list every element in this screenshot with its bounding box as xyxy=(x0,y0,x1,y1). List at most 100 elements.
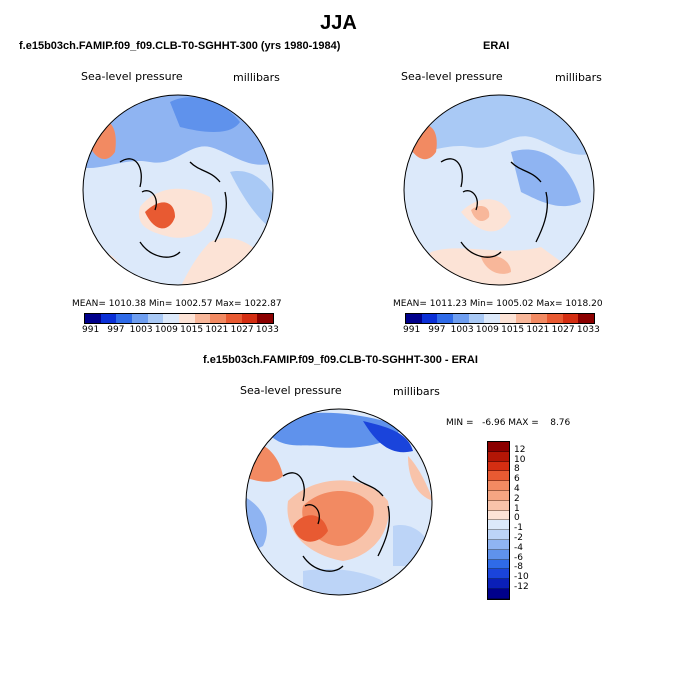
panel3-field-label: Sea-level pressure xyxy=(240,384,342,397)
panel3-colorbar-labels: 12 10 8 6 4 2 1 0 -1 -2 -4 -6 -8 -10 -12 xyxy=(514,441,554,601)
colorbar-swatch xyxy=(226,314,242,323)
panel1-field-label: Sea-level pressure xyxy=(81,70,183,83)
colorbar-tick-label: 1033 xyxy=(255,325,279,335)
colorbar-label: 1 xyxy=(514,503,520,514)
colorbar-label: 2 xyxy=(514,493,520,504)
colorbar-swatch xyxy=(179,314,195,323)
colorbar-swatch xyxy=(500,314,516,323)
panel2-stats: MEAN= 1011.23 Min= 1005.02 Max= 1018.20 xyxy=(393,299,603,309)
panel2-units-label: millibars xyxy=(555,71,602,84)
colorbar-swatch xyxy=(85,314,101,323)
panel1-max-value: 1022.87 xyxy=(244,299,282,309)
colorbar-label: -2 xyxy=(514,533,523,543)
figure-title: JJA xyxy=(320,12,357,34)
colorbar-label: -10 xyxy=(514,572,529,583)
colorbar-tick-label: 991 xyxy=(82,325,100,335)
colorbar-swatch xyxy=(194,314,211,323)
panel2-colorbar-ticks: 991 997 1003 1009 1015 1021 1027 1033 xyxy=(399,325,601,335)
colorbar-tick-label: 1003 xyxy=(129,325,153,335)
colorbar-swatch xyxy=(488,481,509,491)
panel2-min-label: Min= xyxy=(469,299,494,309)
panel1-max-label: Max= xyxy=(215,299,242,309)
colorbar-swatch xyxy=(488,520,509,531)
colorbar-swatch xyxy=(484,314,501,323)
colorbar-swatch xyxy=(515,314,532,323)
colorbar-label: -8 xyxy=(514,562,523,573)
colorbar-label: -1 xyxy=(514,523,523,534)
panel1-min-label: Min= xyxy=(148,299,173,309)
colorbar-label: -4 xyxy=(514,542,523,553)
panel2-colorbar xyxy=(405,313,595,324)
colorbar-tick-label: 1015 xyxy=(180,325,204,335)
colorbar-tick-label: 1009 xyxy=(154,325,178,335)
colorbar-swatch xyxy=(488,510,509,521)
panel1-mean-value: 1010.38 xyxy=(108,299,146,309)
colorbar-label: 0 xyxy=(514,513,520,524)
colorbar-tick-label: 997 xyxy=(428,325,446,335)
colorbar-swatch xyxy=(453,314,469,323)
colorbar-tick-label: 1003 xyxy=(450,325,474,335)
colorbar-swatch xyxy=(578,314,595,323)
colorbar-label: 6 xyxy=(514,474,520,485)
colorbar-swatch xyxy=(488,471,509,482)
colorbar-tick-label: 1027 xyxy=(230,325,254,335)
panel2-mean-value: 1011.23 xyxy=(429,299,467,309)
colorbar-swatch xyxy=(488,442,509,452)
panel1-colorbar-ticks: 991 997 1003 1009 1015 1021 1027 1033 xyxy=(78,325,280,335)
colorbar-swatch xyxy=(437,314,454,323)
colorbar-swatch xyxy=(488,579,509,589)
panel1-title: f.e15b03ch.FAMIP.f09_f09.CLB-T0-SGHHT-30… xyxy=(19,40,341,52)
colorbar-label: 4 xyxy=(514,484,520,494)
panel3-colorbar xyxy=(487,441,510,600)
panel2-max-value: 1018.20 xyxy=(565,299,603,309)
colorbar-swatch xyxy=(488,588,509,599)
colorbar-tick-label: 1033 xyxy=(576,325,600,335)
panel3-stats: MIN = -6.96 MAX = 8.76 xyxy=(446,418,571,428)
colorbar-tick-label: 1021 xyxy=(205,325,229,335)
colorbar-swatch xyxy=(116,314,133,323)
colorbar-swatch xyxy=(132,314,148,323)
colorbar-tick-label: 991 xyxy=(403,325,421,335)
colorbar-swatch xyxy=(488,549,509,560)
panel3-units-label: millibars xyxy=(393,385,440,398)
panel2-min-value: 1005.02 xyxy=(496,299,534,309)
colorbar-swatch xyxy=(488,539,509,550)
colorbar-swatch xyxy=(488,461,509,472)
colorbar-label: 8 xyxy=(514,464,520,475)
colorbar-swatch xyxy=(257,314,274,323)
colorbar-swatch xyxy=(488,559,509,570)
panel1-colorbar xyxy=(84,313,274,324)
panel1-mean-label: MEAN= xyxy=(72,299,106,309)
panel2-field-label: Sea-level pressure xyxy=(401,70,503,83)
panel3-title: f.e15b03ch.FAMIP.f09_f09.CLB-T0-SGHHT-30… xyxy=(203,354,478,366)
panel2-max-label: Max= xyxy=(536,299,563,309)
panel1-polar-map xyxy=(82,94,274,286)
colorbar-swatch xyxy=(147,314,164,323)
colorbar-swatch xyxy=(488,569,509,580)
panel2-polar-map xyxy=(403,94,595,286)
colorbar-label: 10 xyxy=(514,454,526,465)
colorbar-tick-label: 1021 xyxy=(526,325,550,335)
colorbar-label: -12 xyxy=(514,582,529,592)
panel1-units-label: millibars xyxy=(233,71,280,84)
colorbar-swatch xyxy=(488,500,509,511)
colorbar-label: -6 xyxy=(514,552,523,563)
colorbar-tick-label: 1015 xyxy=(501,325,525,335)
colorbar-tick-label: 1009 xyxy=(475,325,499,335)
colorbar-swatch xyxy=(488,490,509,501)
panel1-stats: MEAN= 1010.38 Min= 1002.57 Max= 1022.87 xyxy=(72,299,282,309)
panel1-min-value: 1002.57 xyxy=(175,299,213,309)
colorbar-swatch xyxy=(468,314,485,323)
colorbar-swatch xyxy=(421,314,438,323)
colorbar-tick-label: 997 xyxy=(107,325,125,335)
colorbar-swatch xyxy=(531,314,548,323)
colorbar-tick-label: 1027 xyxy=(551,325,575,335)
colorbar-label: 12 xyxy=(514,444,526,455)
colorbar-swatch xyxy=(163,314,180,323)
panel2-mean-label: MEAN= xyxy=(393,299,427,309)
colorbar-swatch xyxy=(488,451,509,462)
colorbar-swatch xyxy=(210,314,227,323)
panel3-polar-map xyxy=(245,408,433,596)
colorbar-swatch xyxy=(241,314,258,323)
colorbar-swatch xyxy=(488,530,509,540)
